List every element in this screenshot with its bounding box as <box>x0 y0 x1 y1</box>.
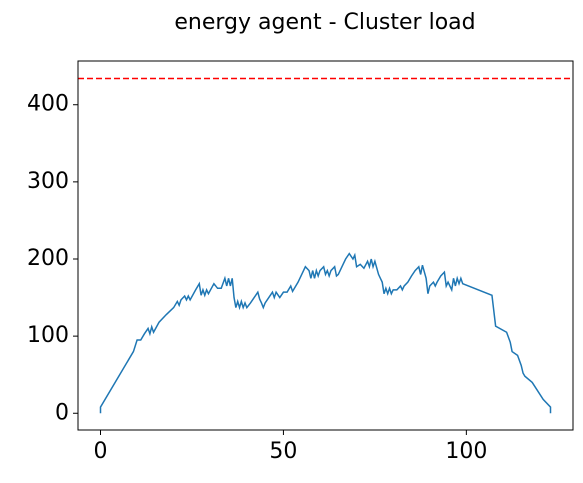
y-tick-label: 200 <box>27 246 69 271</box>
plot-frame <box>77 60 574 431</box>
data-line <box>99 252 552 414</box>
y-tick-label: 100 <box>27 323 69 348</box>
y-tick-label: 300 <box>27 169 69 194</box>
y-tick-label: 0 <box>55 400 69 425</box>
y-tick-label: 400 <box>27 92 69 117</box>
chart-title: energy agent - Cluster load <box>174 10 475 35</box>
x-tick-label: 0 <box>94 439 108 464</box>
x-tick-label: 100 <box>445 439 487 464</box>
x-tick-label: 50 <box>269 439 297 464</box>
